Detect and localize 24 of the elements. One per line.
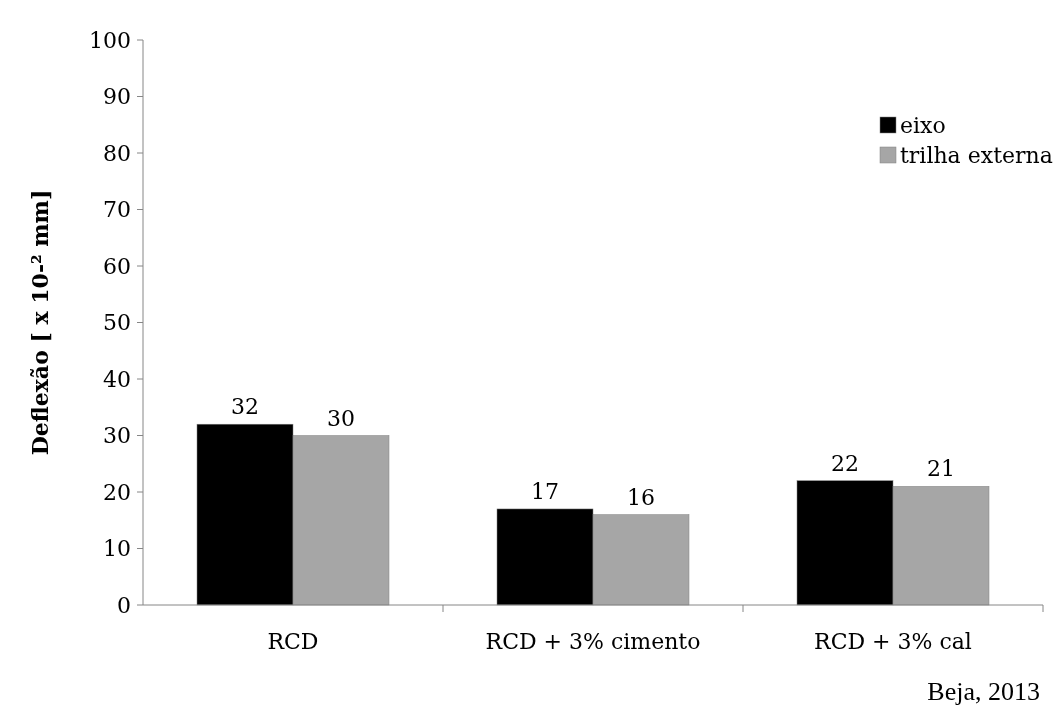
y-tick-label: 40 [103, 366, 131, 392]
data-label: 22 [831, 450, 859, 476]
y-tick-label: 20 [103, 479, 131, 505]
x-tick-label: RCD + 3% cal [814, 629, 972, 654]
y-axis-title: Deflexão [ x 10-² mm] [27, 189, 53, 456]
y-tick-label: 0 [117, 592, 131, 618]
y-tick-label: 70 [103, 197, 131, 223]
legend-label: eixo [900, 112, 946, 138]
data-label: 32 [231, 394, 259, 420]
y-tick-label: 10 [103, 536, 131, 562]
y-tick-label: 80 [103, 140, 131, 166]
y-tick-label: 50 [103, 310, 131, 336]
legend-label: trilha externa [900, 142, 1053, 168]
y-tick-label: 100 [89, 27, 131, 53]
text: Beja, 2013 [927, 677, 1040, 706]
y-tick-label: 60 [103, 253, 131, 279]
y-tick-label: 30 [103, 423, 131, 449]
data-label: 16 [627, 484, 655, 510]
x-tick-label: RCD [267, 629, 319, 654]
y-tick-label: 90 [103, 84, 131, 110]
data-label: 30 [327, 405, 355, 431]
data-label: 21 [927, 456, 955, 482]
x-tick-label: RCD + 3% cimento [485, 629, 701, 654]
data-label: 17 [531, 478, 559, 504]
